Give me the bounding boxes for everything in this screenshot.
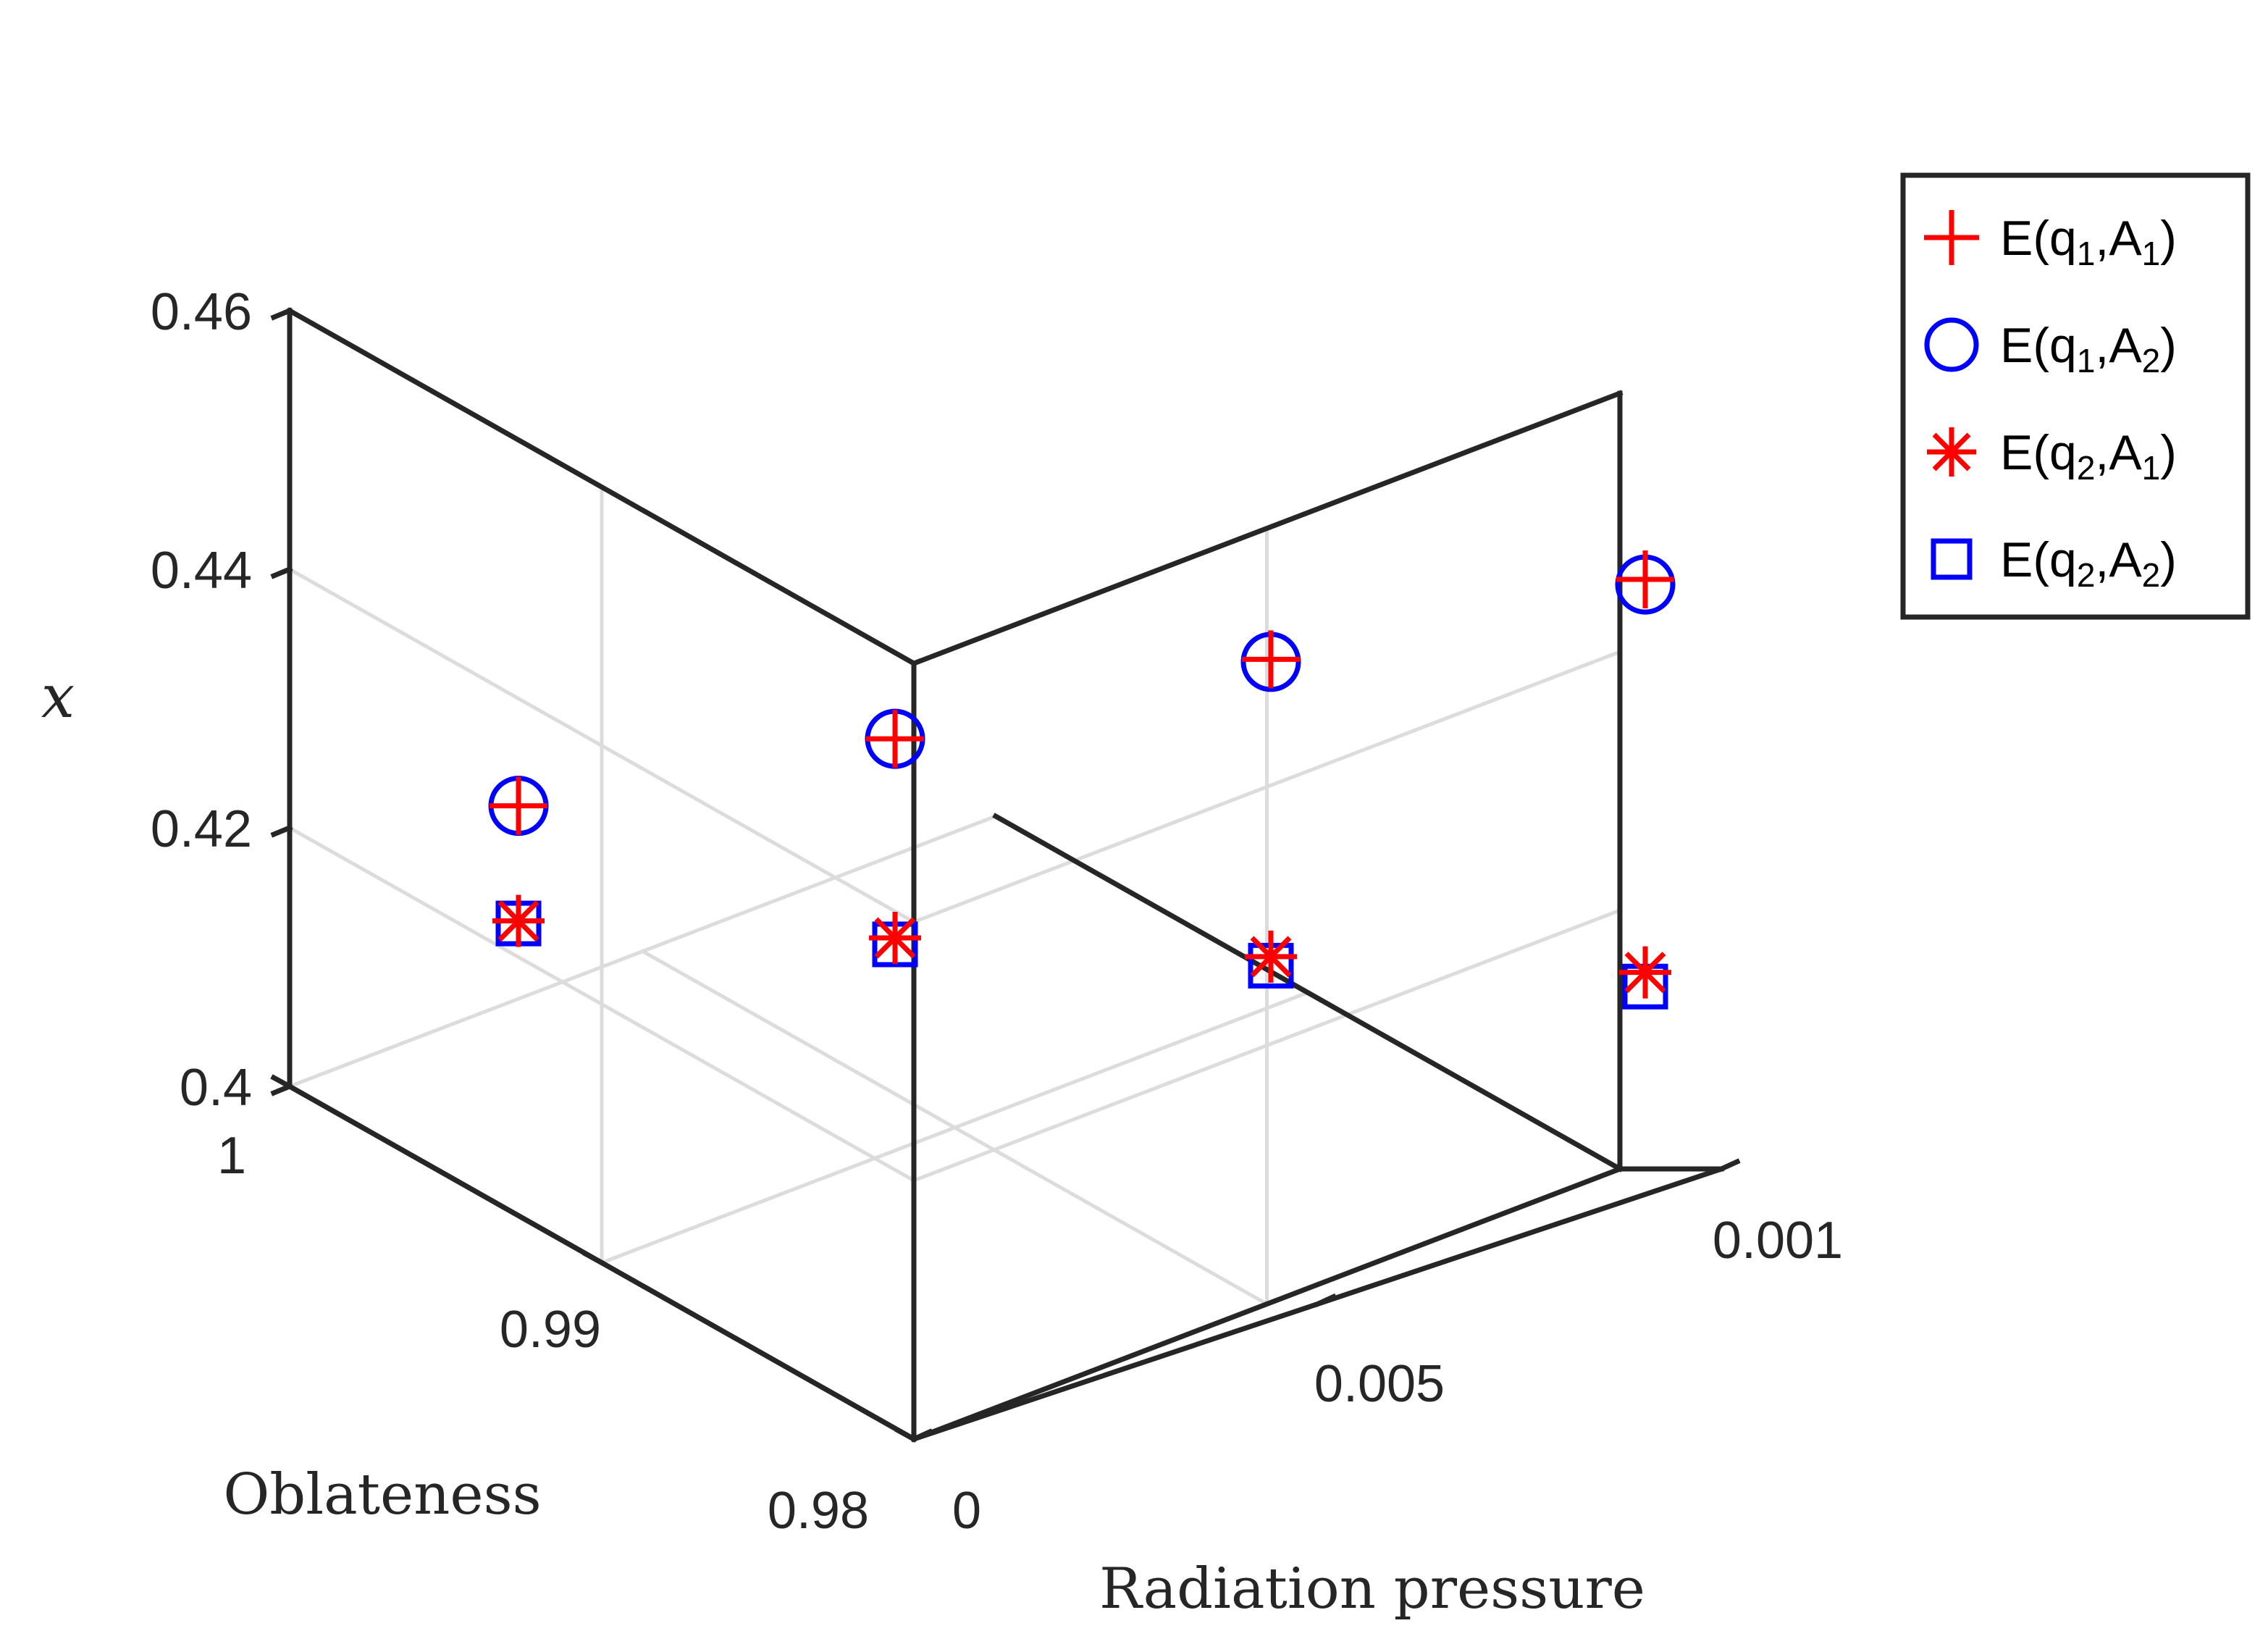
- grid-left-z-2: [287, 566, 917, 925]
- legend-square-icon: [1931, 538, 1973, 580]
- z-tick-label-1: 0.42: [151, 800, 252, 858]
- y-tick-label-1: 0.99: [500, 1301, 601, 1359]
- y-axis-title: Oblateness: [223, 1462, 541, 1527]
- data-markers: [488, 550, 1676, 1010]
- y-tick-label-2: 1: [217, 1127, 246, 1185]
- grid-floor-y-2: [287, 813, 999, 1089]
- tick-labels: 0.4 0.42 0.44 0.46 0.98 0.99 1 0 0.005 0.001: [151, 283, 1843, 1540]
- legend-label-1: E(q1,A2): [2000, 318, 2177, 380]
- x-tick-label-0: 0: [952, 1482, 981, 1540]
- legend-label-0: E(q1,A1): [2000, 211, 2177, 272]
- legend-item-3: E(q2,A2): [1931, 532, 2177, 594]
- legend-label-2: E(q2,A1): [2000, 425, 2177, 487]
- box-edge-right-floor: [992, 813, 1624, 1173]
- marker-asterisk-1: [869, 912, 921, 965]
- grid-floor-y-1: [599, 990, 1311, 1265]
- x-tick-2: [1718, 1158, 1741, 1173]
- x-tick-1: [1314, 1293, 1337, 1308]
- legend-item-2: E(q2,A1): [1927, 425, 2177, 487]
- z-tick-3: [270, 307, 293, 321]
- legend-circle-icon: [1924, 317, 1979, 372]
- axes-box: [286, 307, 1725, 1443]
- legend-label-3: E(q2,A2): [2000, 532, 2177, 594]
- z-axis-title: x: [41, 663, 75, 731]
- z-tick-2: [270, 566, 293, 579]
- x-tick-label-2: 0.001: [1713, 1212, 1843, 1270]
- y-tick-2: [270, 1074, 293, 1090]
- y-tick-label-0: 0.98: [768, 1482, 869, 1540]
- marker-plus-3: [1616, 550, 1674, 608]
- z-tick-label-2: 0.44: [151, 542, 252, 600]
- legend-item-0: E(q1,A1): [1924, 210, 2177, 272]
- x-axis-title: Radiation pressure: [1099, 1556, 1645, 1622]
- marker-plus-1: [866, 710, 924, 768]
- marker-asterisk-0: [492, 894, 545, 947]
- marker-plus-0: [490, 776, 547, 835]
- box-edge-left-top: [286, 307, 917, 667]
- box-edge-back-top: [910, 390, 1624, 667]
- z-tick-label-3: 0.46: [151, 283, 252, 341]
- legend-asterisk-icon: [1927, 427, 1976, 477]
- legend-plus-icon: [1924, 210, 1979, 265]
- marker-plus-2: [1242, 630, 1300, 689]
- legend: E(q1,A1) E(q1,A2) E(q2,A1) E(q2,A2): [1900, 172, 2251, 620]
- z-tick-label-0: 0.4: [180, 1059, 252, 1117]
- grid-left-z-1: [287, 825, 917, 1183]
- grid-back-z-1: [911, 907, 1623, 1183]
- box-edge-back-floor: [910, 1165, 1624, 1443]
- marker-asterisk-2: [1245, 930, 1297, 983]
- marker-asterisk-3: [1619, 946, 1671, 999]
- grid-back-z-2: [911, 649, 1623, 925]
- tick-marks: [270, 307, 1741, 1443]
- y-tick-1: [582, 1250, 605, 1267]
- legend-item-1: E(q1,A2): [1924, 317, 2177, 380]
- x-tick-label-1: 0.005: [1314, 1355, 1445, 1413]
- x-tick-0: [910, 1428, 933, 1443]
- z-tick-1: [270, 824, 293, 838]
